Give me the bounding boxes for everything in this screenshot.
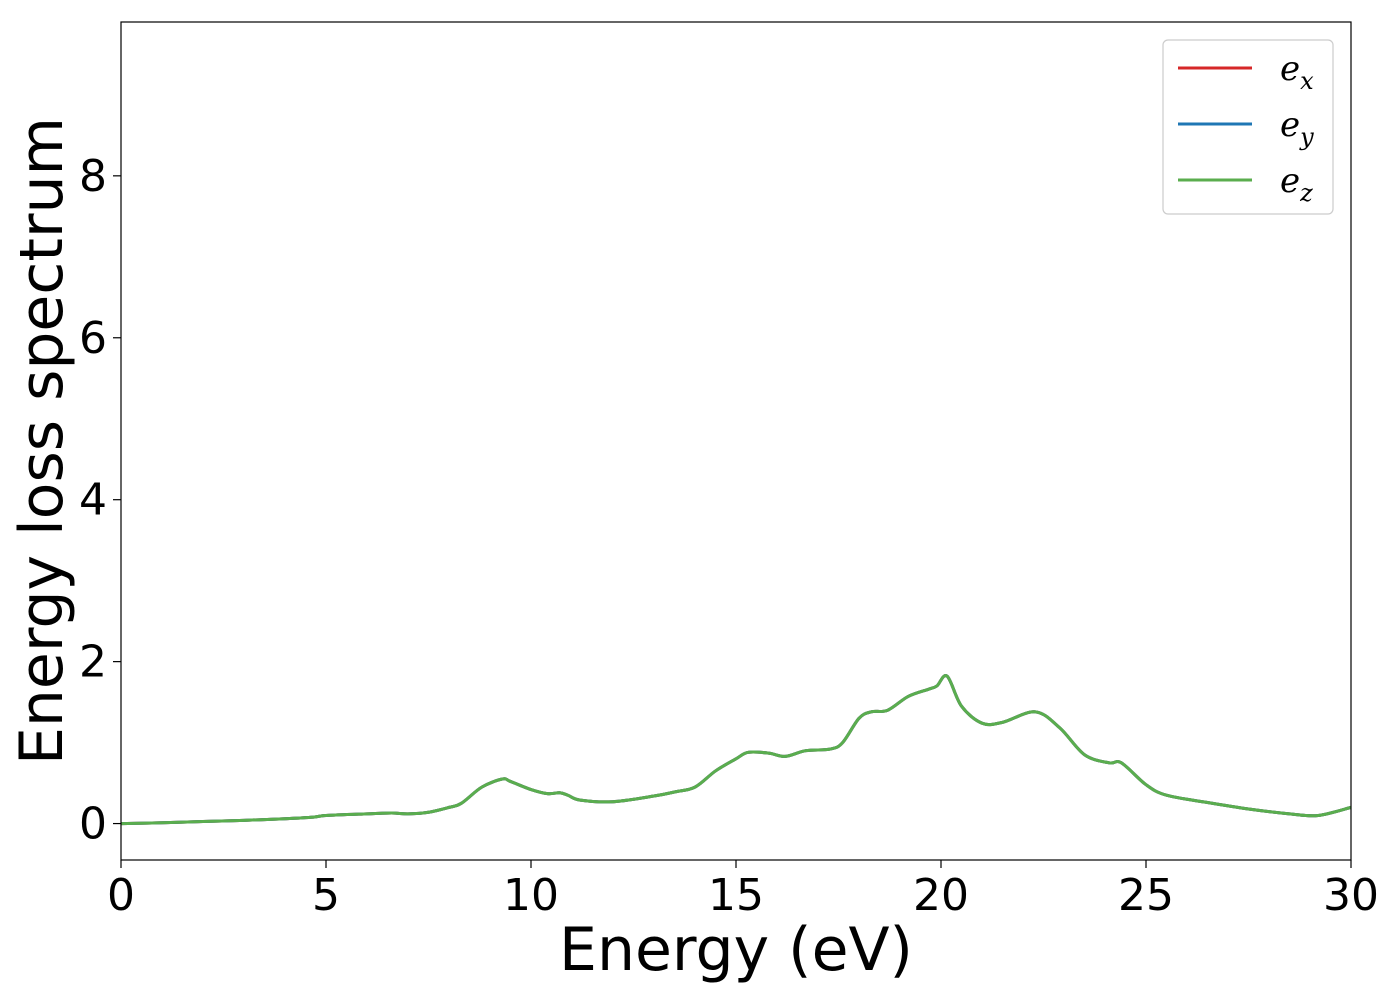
y-tick-label: 6 [79, 313, 107, 364]
y-axis-title: Energy loss spectrum [7, 117, 77, 765]
x-tick-label: 0 [107, 870, 135, 921]
x-tick-label: 10 [503, 870, 559, 921]
series-layer [120, 674, 1352, 826]
x-tick-label: 5 [312, 870, 340, 921]
legend-label-y: ey [1280, 105, 1314, 151]
y-tick-label: 2 [79, 637, 107, 688]
series-line-y [120, 674, 1352, 826]
y-tick-label: 8 [79, 151, 107, 202]
legend-frame [1162, 39, 1334, 215]
y-tick-label: 0 [79, 799, 107, 850]
x-tick-label: 15 [708, 870, 764, 921]
series-line-x [120, 674, 1352, 826]
x-axis-title: Energy (eV) [559, 915, 913, 985]
y-tick-label: 4 [79, 475, 107, 526]
y-axis-ticks: 0 2 4 6 8 [79, 151, 121, 850]
x-axis-ticks: 0 5 10 15 20 25 30 [107, 860, 1379, 921]
series-line-z [120, 674, 1352, 826]
x-tick-label: 20 [913, 870, 969, 921]
legend: ex ey ez [1162, 39, 1334, 215]
legend-label-x: ex [1280, 49, 1314, 95]
x-tick-label: 25 [1118, 870, 1174, 921]
x-tick-label: 30 [1323, 870, 1379, 921]
legend-label-z: ez [1280, 161, 1313, 207]
